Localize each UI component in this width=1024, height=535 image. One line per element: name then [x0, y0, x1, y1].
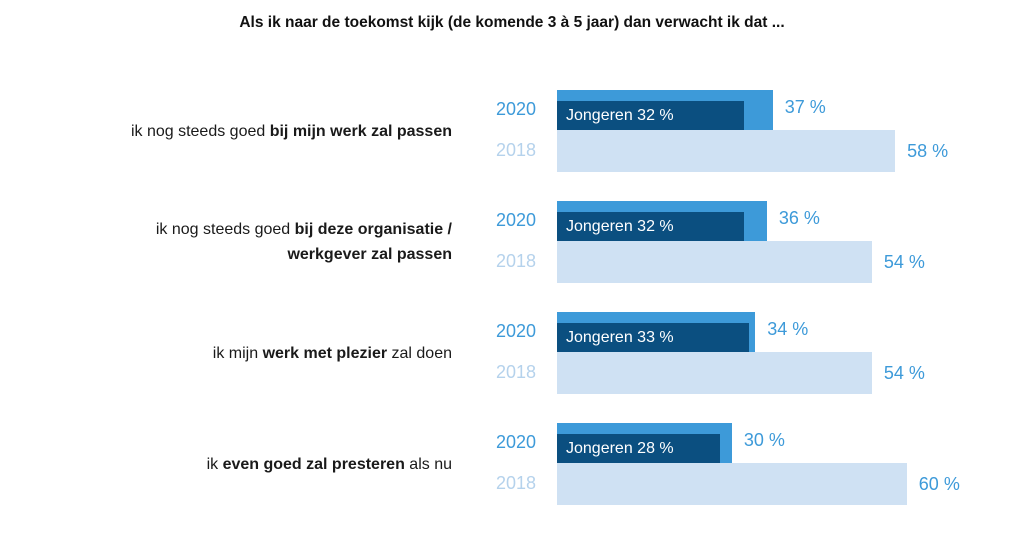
value-label-2018: 54 %: [883, 363, 925, 383]
value-label-2018: 54 %: [883, 252, 925, 272]
value-label-2020: 36 %: [778, 208, 820, 228]
category-label: ik even goed zal presteren als nu: [32, 452, 452, 477]
category-label-segment: ik nog steeds goed: [155, 221, 295, 238]
category-label-segment: even goed zal presteren: [222, 455, 405, 473]
bar-2018: [557, 463, 907, 505]
category-label-segment: als nu: [404, 455, 452, 473]
year-label-2018: 2018: [496, 251, 537, 271]
value-label-jongeren: Jongeren 33 %: [566, 329, 674, 346]
bar-jongeren: [557, 323, 750, 352]
value-label-2020: 34 %: [767, 319, 809, 339]
bar-jongeren: [557, 212, 744, 241]
year-label-2018: 2018: [496, 140, 537, 160]
value-label-jongeren: Jongeren 28 %: [566, 440, 674, 457]
year-label-2020: 2020: [496, 210, 537, 230]
year-label-2020: 2020: [496, 99, 537, 119]
year-label-2018: 2018: [496, 362, 537, 382]
category-label: ik mijn werk met plezier zal doen: [32, 341, 452, 366]
category-label-segment: zal doen: [387, 344, 453, 362]
category-label-line: ik mijn werk met plezier zal doen: [32, 341, 452, 366]
category-label-segment: werkgever zal passen: [287, 246, 452, 263]
value-label-2020: 37 %: [784, 97, 826, 117]
category-label-segment: werk met plezier: [262, 344, 388, 362]
value-label-jongeren: Jongeren 32 %: [566, 218, 674, 235]
category-label-line: werkgever zal passen: [32, 242, 452, 267]
category-label: ik nog steeds goed bij deze organisatie …: [32, 217, 452, 267]
category-label-segment: ik mijn: [212, 344, 263, 362]
chart-title: Als ik naar de toekomst kijk (de komende…: [239, 14, 785, 31]
category-label-segment: bij mijn werk zal passen: [269, 122, 452, 140]
bar-2018: [557, 352, 872, 394]
category-label-line: ik even goed zal presteren als nu: [32, 452, 452, 477]
year-label-2020: 2020: [496, 432, 537, 452]
category-label: ik nog steeds goed bij mijn werk zal pas…: [32, 119, 452, 144]
value-label-2018: 58 %: [907, 141, 949, 161]
category-label-segment: bij deze organisatie /: [294, 221, 452, 238]
year-label-2020: 2020: [496, 321, 537, 341]
bar-jongeren: [557, 101, 744, 130]
value-label-2020: 30 %: [743, 430, 785, 450]
category-label-segment: ik nog steeds goed: [130, 122, 270, 140]
category-label-segment: ik: [206, 455, 223, 473]
category-label-line: ik nog steeds goed bij mijn werk zal pas…: [32, 119, 452, 144]
bar-2018: [557, 241, 872, 283]
value-label-2018: 60 %: [918, 474, 960, 494]
bar-2018: [557, 130, 896, 172]
value-label-jongeren: Jongeren 32 %: [566, 107, 674, 124]
year-label-2018: 2018: [496, 473, 537, 493]
bar-jongeren: [557, 434, 721, 463]
category-label-line: ik nog steeds goed bij deze organisatie …: [32, 217, 452, 242]
